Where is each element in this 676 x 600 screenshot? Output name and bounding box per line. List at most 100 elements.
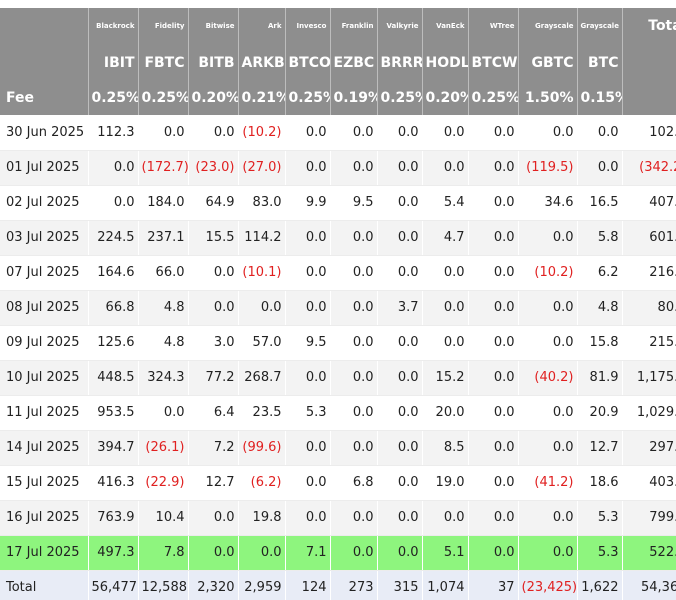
flow-value: 0.0 xyxy=(377,220,423,256)
flow-value: 0.0 xyxy=(330,290,378,326)
ticker: BTC xyxy=(577,45,623,80)
flow-value: 0.0 xyxy=(285,255,331,291)
ticker: ARKB xyxy=(238,45,286,80)
flow-value: (6.2) xyxy=(238,465,286,501)
flow-value: 3.7 xyxy=(377,290,423,326)
data-row: 02 Jul 2025 0.0 184.0 64.9 83.0 9.9 9.5 0.0 5.4 0… xyxy=(0,185,676,221)
fee: 0.20% xyxy=(188,80,239,115)
flow-value: 0.0 xyxy=(330,150,378,186)
flow-value: 0.0 xyxy=(285,430,331,466)
flow-value: 15.8 xyxy=(577,325,623,361)
date: 15 Jul 2025 xyxy=(0,465,89,501)
flow-value: 3.0 xyxy=(188,325,239,361)
flow-value: 4.8 xyxy=(577,290,623,326)
flow-value: 403.1 xyxy=(622,465,676,501)
total-value: 124 xyxy=(285,570,331,600)
issuer-name: Bitwise xyxy=(188,8,239,45)
flow-value: (41.2) xyxy=(518,465,578,501)
flow-value: 1,175.6 xyxy=(622,360,676,396)
flow-value: 497.3 xyxy=(88,535,139,571)
flow-value: 297.4 xyxy=(622,430,676,466)
flow-value: 0.0 xyxy=(330,535,378,571)
ticker: BITB xyxy=(188,45,239,80)
flow-value: 19.0 xyxy=(422,465,469,501)
fee: 0.25% xyxy=(88,80,139,115)
flow-value: 0.0 xyxy=(422,290,469,326)
flow-value: 0.0 xyxy=(468,430,519,466)
flow-value: 7.8 xyxy=(138,535,189,571)
flow-value: 0.0 xyxy=(377,395,423,431)
flow-value: 0.0 xyxy=(330,220,378,256)
flow-value: 0.0 xyxy=(330,325,378,361)
date: 09 Jul 2025 xyxy=(0,325,89,361)
flow-value: 0.0 xyxy=(330,395,378,431)
flow-value: 20.9 xyxy=(577,395,623,431)
fee: 0.25% xyxy=(377,80,423,115)
flow-value: 0.0 xyxy=(518,535,578,571)
flow-value: 83.0 xyxy=(238,185,286,221)
flow-value: 112.3 xyxy=(88,115,139,151)
flow-value: 0.0 xyxy=(138,115,189,151)
total-value: 315 xyxy=(377,570,423,600)
flow-value: (23.0) xyxy=(188,150,239,186)
date: 01 Jul 2025 xyxy=(0,150,89,186)
flow-value: 34.6 xyxy=(518,185,578,221)
flow-value: 0.0 xyxy=(422,255,469,291)
flow-value: 77.2 xyxy=(188,360,239,396)
fee: 0.25% xyxy=(285,80,331,115)
fee: 1.50% xyxy=(518,80,578,115)
flow-value: 448.5 xyxy=(88,360,139,396)
flow-value: 0.0 xyxy=(285,220,331,256)
ticker: GBTC xyxy=(518,45,578,80)
flow-value: 324.3 xyxy=(138,360,189,396)
flow-value: 0.0 xyxy=(88,150,139,186)
flow-value: 0.0 xyxy=(468,360,519,396)
flow-value: 6.8 xyxy=(330,465,378,501)
flow-value: 9.9 xyxy=(285,185,331,221)
flow-value: 6.2 xyxy=(577,255,623,291)
total-value: 273 xyxy=(330,570,378,600)
flow-value: 184.0 xyxy=(138,185,189,221)
flow-value: 0.0 xyxy=(422,150,469,186)
date: 08 Jul 2025 xyxy=(0,290,89,326)
flow-value: (22.9) xyxy=(138,465,189,501)
flow-value: (10.1) xyxy=(238,255,286,291)
flow-value: 102.1 xyxy=(622,115,676,151)
flow-value: 15.2 xyxy=(422,360,469,396)
data-row: 01 Jul 2025 0.0 (172.7) (23.0) (27.0) 0.0 0.0 0… xyxy=(0,150,676,186)
flow-value: 0.0 xyxy=(518,290,578,326)
flow-value: 0.0 xyxy=(468,535,519,571)
flow-value: 0.0 xyxy=(377,500,423,536)
fee: 0.25% xyxy=(468,80,519,115)
date: 07 Jul 2025 xyxy=(0,255,89,291)
flow-value: 164.6 xyxy=(88,255,139,291)
corner-cell xyxy=(0,8,89,45)
flow-value: 0.0 xyxy=(88,185,139,221)
flow-value: 0.0 xyxy=(238,535,286,571)
ticker: FBTC xyxy=(138,45,189,80)
flow-value: 0.0 xyxy=(188,115,239,151)
flow-value: 237.1 xyxy=(138,220,189,256)
flow-value: (10.2) xyxy=(238,115,286,151)
flow-value: 0.0 xyxy=(577,115,623,151)
flow-value: 8.5 xyxy=(422,430,469,466)
flow-value: 9.5 xyxy=(330,185,378,221)
flow-value: 10.4 xyxy=(138,500,189,536)
flow-value: 0.0 xyxy=(377,115,423,151)
flow-value: 0.0 xyxy=(188,535,239,571)
date: 14 Jul 2025 xyxy=(0,430,89,466)
ticker: BTCO xyxy=(285,45,331,80)
date: 11 Jul 2025 xyxy=(0,395,89,431)
flow-value: 80.1 xyxy=(622,290,676,326)
flow-value: 0.0 xyxy=(188,290,239,326)
flow-value: 16.5 xyxy=(577,185,623,221)
flow-value: (27.0) xyxy=(238,150,286,186)
fee: 0.21% xyxy=(238,80,286,115)
data-row: 14 Jul 2025 394.7 (26.1) 7.2 (99.6) 0.0 0.0 0.0… xyxy=(0,430,676,466)
flow-value: 0.0 xyxy=(468,115,519,151)
flow-value: 0.0 xyxy=(377,535,423,571)
flow-value: 0.0 xyxy=(468,395,519,431)
total-value: (23,425) xyxy=(518,570,578,600)
flow-value: 0.0 xyxy=(188,255,239,291)
